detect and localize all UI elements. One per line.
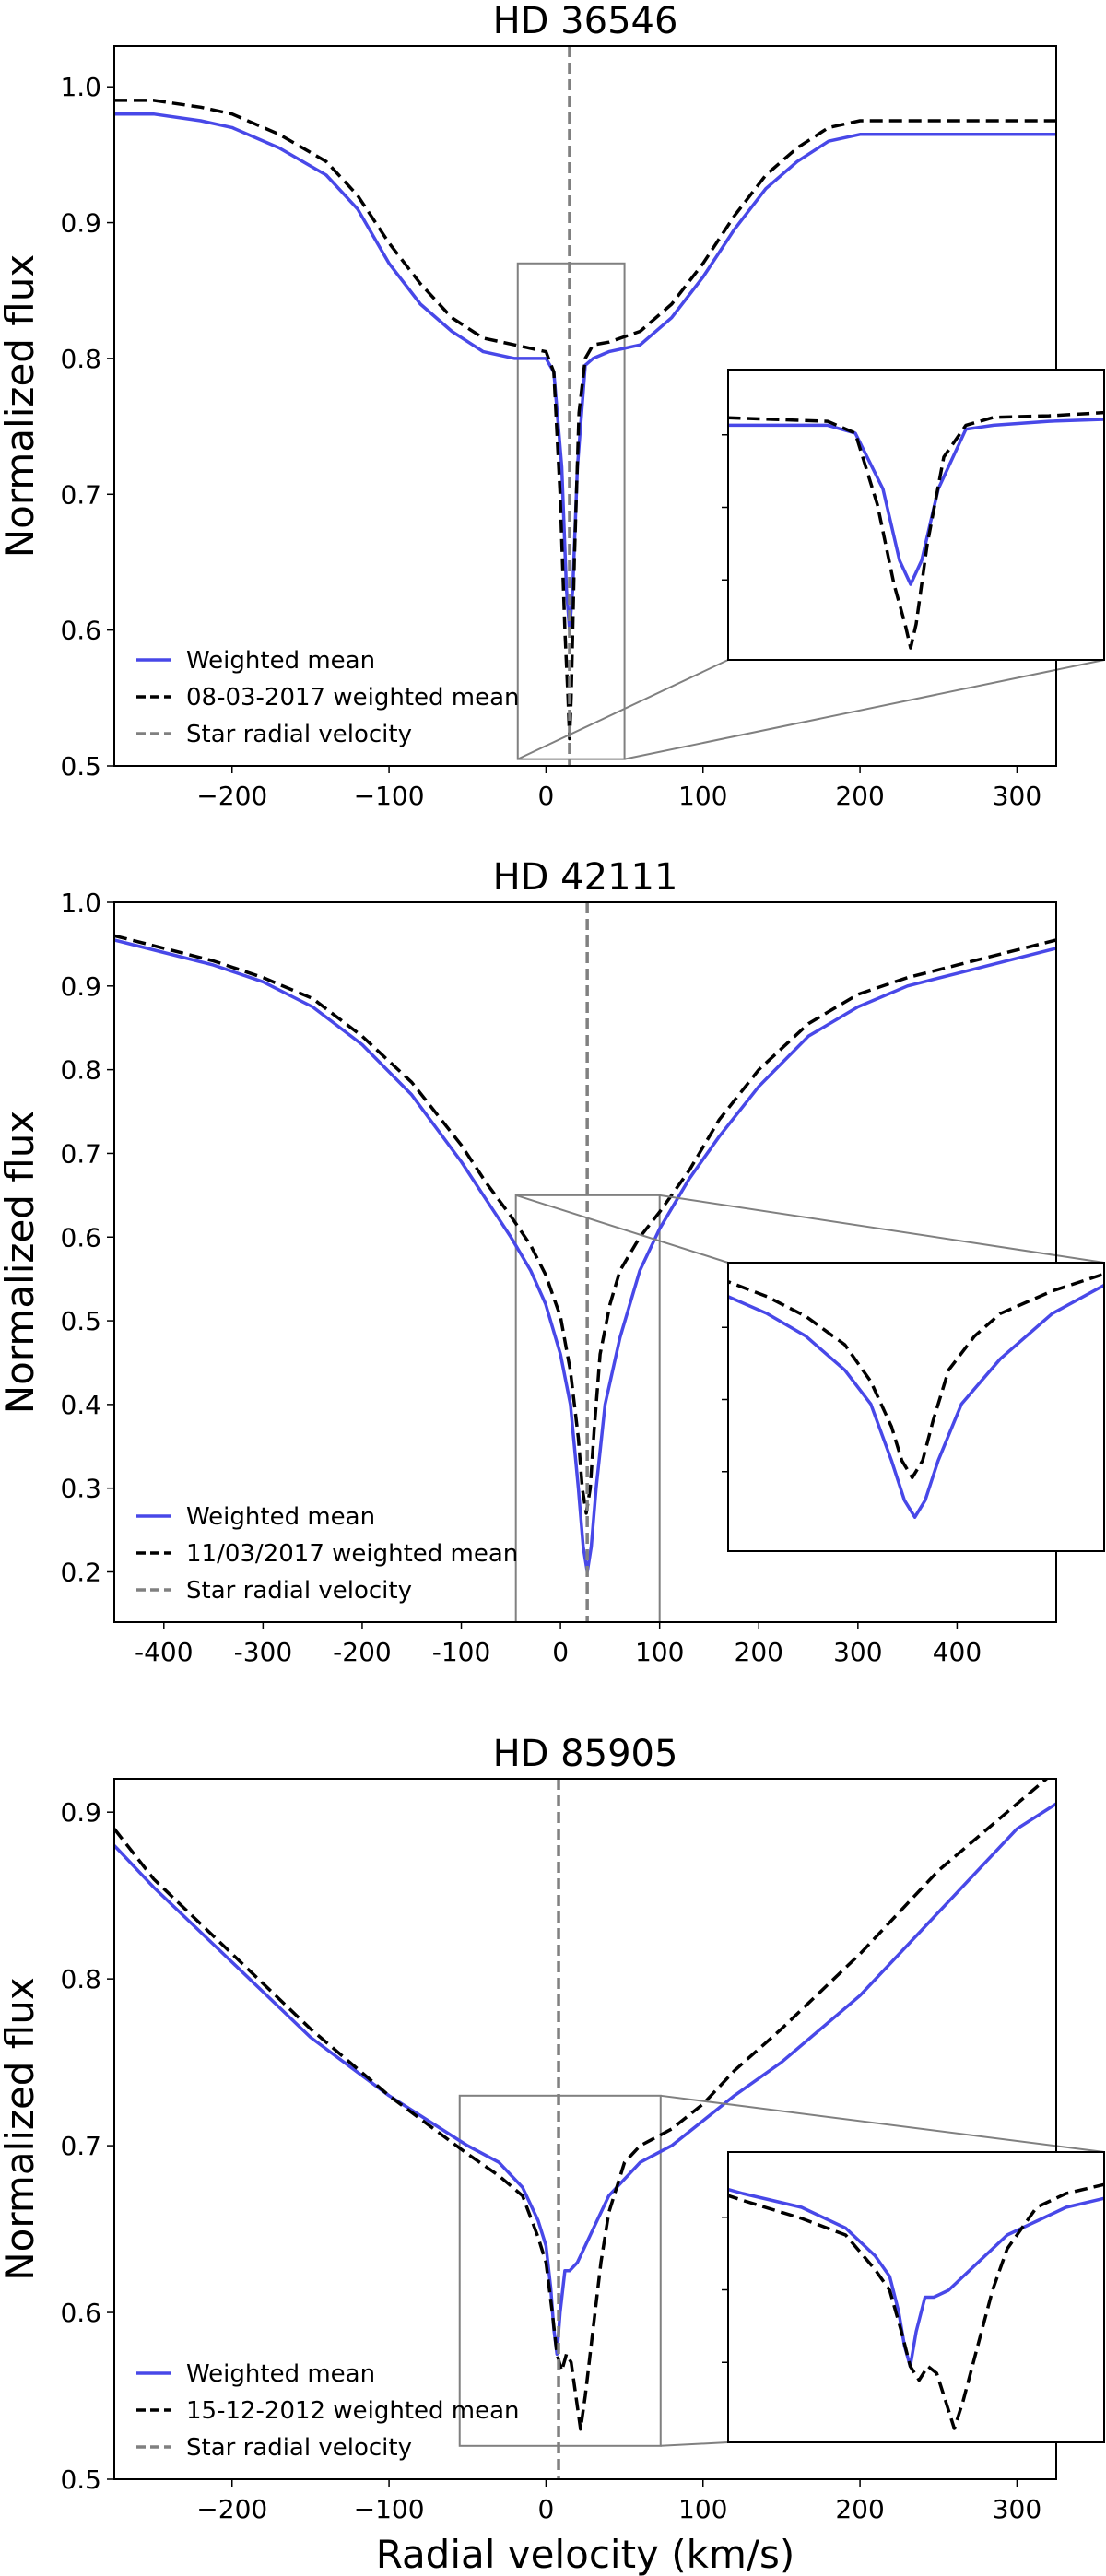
y-tick-label: 0.8: [60, 1055, 101, 1086]
zoom-connector-line: [624, 659, 1105, 760]
y-tick-label: 0.9: [60, 1797, 101, 1828]
legend-label-2: 11/03/2017 weighted mean: [186, 1540, 518, 1568]
inset-lines: [728, 1272, 1104, 1519]
plot-frame: [113, 1778, 1057, 2480]
x-tick-label: 300: [993, 2494, 1041, 2524]
series-line-2: [114, 99, 1056, 741]
x-tick-label: 300: [833, 1637, 882, 1667]
legend: Weighted mean 08-03-2017 weighted mean Sta…: [136, 647, 520, 748]
series-line-1: [114, 938, 1056, 1574]
zoom-inset: [722, 1262, 1105, 1552]
x-tick-label: −100: [354, 781, 425, 811]
x-tick-label: 0: [552, 1637, 569, 1667]
y-tick-label: 1.0: [60, 888, 101, 918]
zoom-connector-line: [517, 659, 729, 760]
chart-panel-1: HD 36546 Normalized flux −200 −100 0 100 200 30…: [0, 0, 1105, 811]
y-tick-label: 0.7: [60, 1138, 101, 1169]
zoom-connector-line: [660, 2094, 1105, 2153]
y-tick-label: 0.2: [60, 1558, 101, 1588]
data-lines: [114, 934, 1056, 1574]
legend-label-2: 15-12-2012 weighted mean: [186, 2397, 520, 2425]
x-tick-label: 100: [635, 1637, 684, 1667]
series-line-2: [114, 934, 1056, 1515]
inset-lines: [728, 2182, 1104, 2430]
inset-frame: [727, 2151, 1105, 2443]
y-tick-label: 0.9: [60, 971, 101, 1002]
y-tick-label: 0.5: [60, 751, 101, 782]
legend-label-3: Star radial velocity: [186, 1577, 412, 1605]
x-tick-label: −200: [196, 781, 267, 811]
legend: Weighted mean 11/03/2017 weighted mean Sta…: [136, 1503, 518, 1605]
x-tick-label: -400: [135, 1637, 194, 1667]
zoom-inset: [722, 369, 1105, 661]
inset-series-line-1: [728, 2187, 1104, 2369]
y-tick-label: 0.7: [60, 2131, 101, 2161]
inset-lines: [728, 410, 1104, 650]
x-tick-label: -200: [333, 1637, 392, 1667]
y-tick-label: 0.5: [60, 2464, 101, 2495]
y-axis-label: Normalized flux: [0, 1977, 42, 2280]
x-tick-label: 0: [538, 781, 555, 811]
y-tick-label: 0.7: [60, 479, 101, 510]
series-line-2: [114, 1779, 1050, 2431]
y-tick-label: 1.0: [60, 72, 101, 102]
inset-frame: [727, 369, 1105, 661]
y-tick-label: 0.8: [60, 344, 101, 374]
zoom-inset: [722, 2151, 1105, 2443]
x-tick-label: -100: [432, 1637, 491, 1667]
x-tick-label: 400: [933, 1637, 982, 1667]
y-axis-label: Normalized flux: [0, 254, 42, 558]
y-tick-label: 0.6: [60, 1222, 101, 1253]
inset-series-line-2: [728, 2182, 1104, 2430]
data-lines: [114, 99, 1056, 741]
y-tick-label: 0.4: [60, 1390, 101, 1420]
inset-background: [728, 1263, 1104, 1551]
y-tick-label: 0.6: [60, 2298, 101, 2328]
legend-label-2: 08-03-2017 weighted mean: [186, 684, 520, 712]
chart-panel-3: HD 85905 Normalized flux Radial velocity (…: [0, 1733, 1105, 2576]
legend-label-3: Star radial velocity: [186, 721, 412, 748]
data-lines: [114, 1779, 1056, 2431]
x-tick-label: 300: [993, 781, 1041, 811]
x-tick-label: 200: [835, 781, 884, 811]
x-tick-label: −200: [196, 2494, 267, 2524]
chart-panel-2: HD 42111 Normalized flux -400 -300 -200 -100 0…: [0, 856, 1105, 1667]
chart-title: HD 36546: [493, 0, 678, 42]
x-tick-label: 200: [735, 1637, 783, 1667]
zoom-connector-line: [659, 1194, 1105, 1264]
inset-background: [728, 2152, 1104, 2442]
inset-series-line-1: [728, 1283, 1104, 1519]
legend: Weighted mean 15-12-2012 weighted mean Sta…: [136, 2360, 520, 2462]
y-tick-label: 0.9: [60, 208, 101, 239]
legend-label-1: Weighted mean: [186, 1503, 375, 1531]
x-tick-label: 100: [678, 2494, 727, 2524]
y-tick-label: 0.8: [60, 1964, 101, 1994]
x-tick-label: -300: [234, 1637, 293, 1667]
y-axis-label: Normalized flux: [0, 1111, 42, 1414]
legend-label-1: Weighted mean: [186, 2360, 375, 2388]
inset-background: [728, 370, 1104, 660]
legend-label-3: Star radial velocity: [186, 2434, 412, 2462]
legend-label-1: Weighted mean: [186, 647, 375, 675]
chart-title: HD 85905: [493, 1733, 678, 1775]
x-tick-label: 100: [678, 781, 727, 811]
y-tick-label: 0.5: [60, 1306, 101, 1336]
y-tick-label: 0.3: [60, 1474, 101, 1504]
x-tick-label: 200: [835, 2494, 884, 2524]
inset-series-line-2: [728, 1272, 1104, 1479]
series-line-1: [114, 1802, 1056, 2357]
zoom-connector-line: [660, 2441, 729, 2447]
x-axis-label: Radial velocity (km/s): [376, 2532, 795, 2576]
inset-frame: [727, 1262, 1105, 1552]
y-tick-label: 0.6: [60, 616, 101, 646]
x-tick-label: −100: [354, 2494, 425, 2524]
zoom-connector-line: [515, 1194, 729, 1264]
chart-title: HD 42111: [493, 856, 678, 899]
x-tick-label: 0: [538, 2494, 555, 2524]
inset-series-line-2: [728, 410, 1104, 650]
